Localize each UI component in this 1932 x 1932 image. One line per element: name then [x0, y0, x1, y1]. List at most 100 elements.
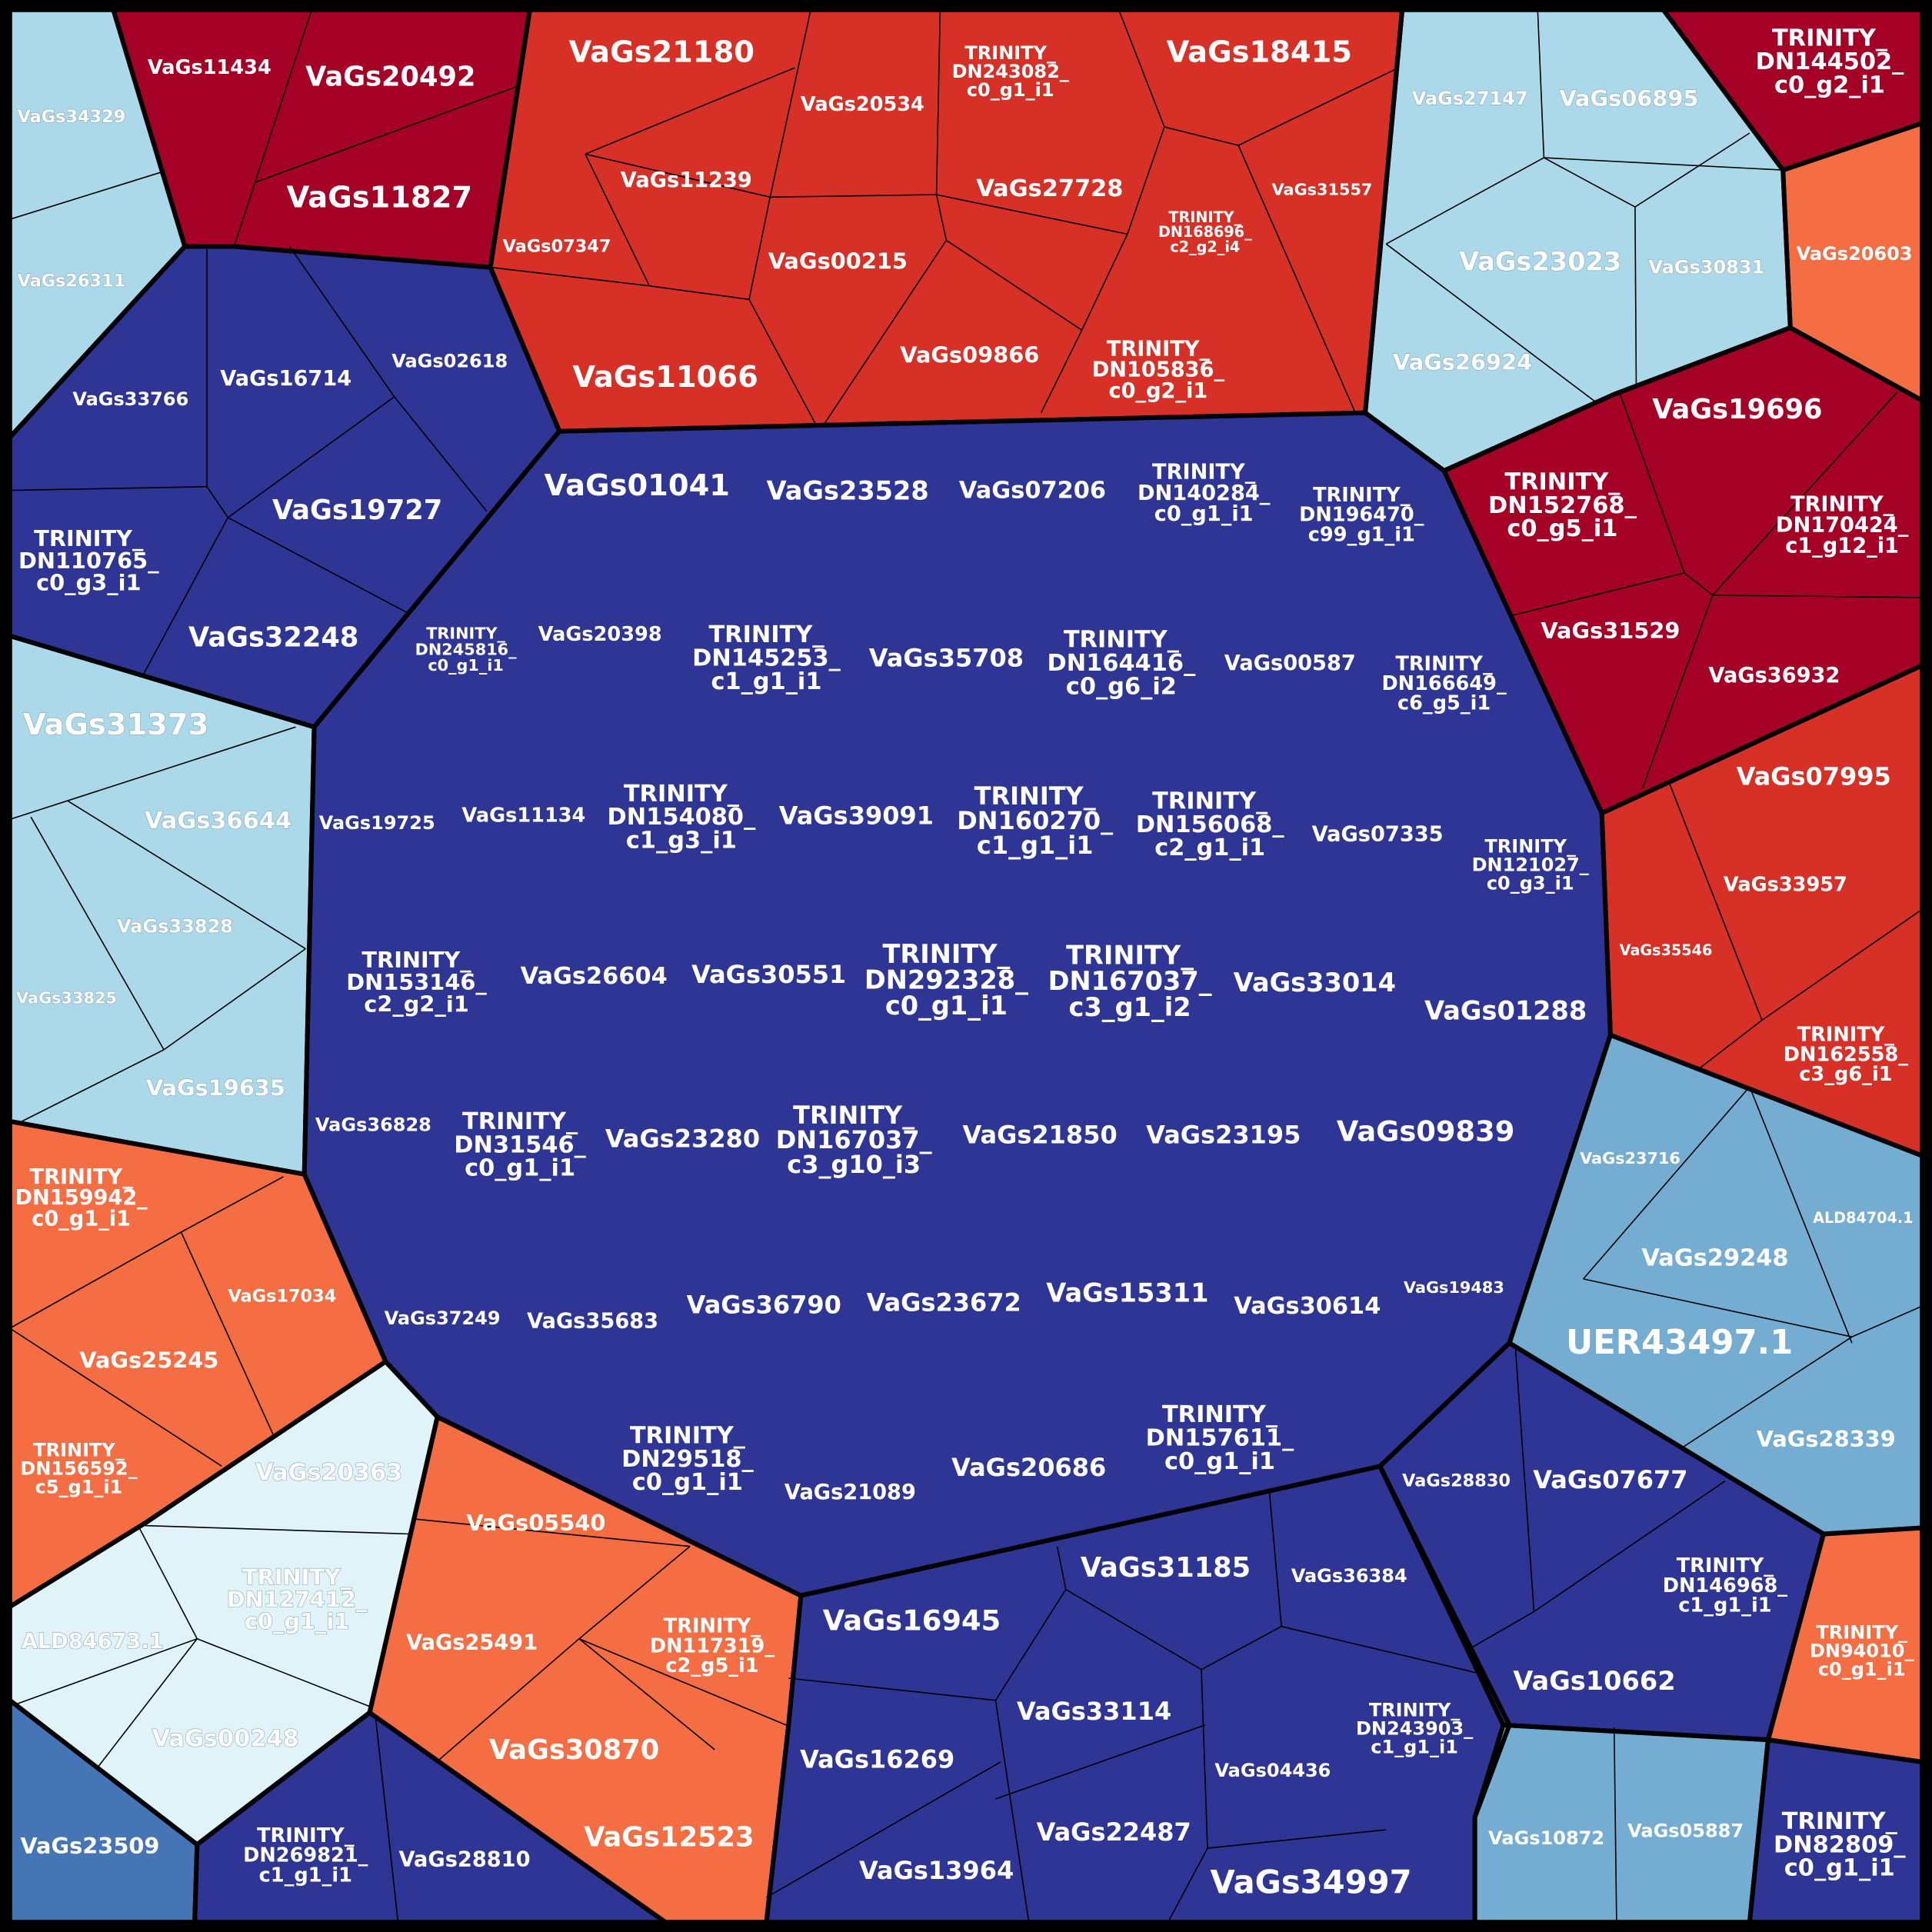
cell-divider: [649, 285, 750, 301]
cell-label: TRINITY_ DN121027_ c0_g3_i1: [1472, 836, 1589, 894]
cell-label: VaGs23528: [767, 475, 929, 505]
cell-label: TRINITY_ DN29518_ c0_g1_i1: [621, 1422, 754, 1496]
cell-divider: [945, 239, 1083, 331]
cell-label: VaGs05887: [1627, 1820, 1744, 1842]
group-region-g20: [1749, 1740, 1923, 1923]
cell-label: VaGs20603: [1797, 243, 1913, 265]
cell-divider: [416, 1518, 691, 1547]
cell-divider: [9, 726, 296, 821]
cell-divider: [180, 1231, 275, 1436]
cell-label: VaGs32248: [188, 621, 358, 653]
cell-divider: [769, 9, 811, 198]
cell-label: VaGs11066: [572, 360, 758, 395]
cell-divider: [1537, 9, 1545, 158]
cell-divider: [163, 948, 306, 1051]
cell-label: VaGs12523: [584, 1821, 754, 1853]
group-border-g19: [1472, 1722, 1770, 1925]
cell-label: ALD84704.1: [1813, 1208, 1913, 1226]
group-region-g2: [113, 9, 530, 268]
cell-divider: [585, 153, 651, 287]
cell-divider: [394, 396, 488, 512]
cell-label: VaGs35708: [869, 644, 1024, 673]
cell-divider: [578, 1638, 715, 1750]
cell-label: VaGs01288: [1424, 995, 1587, 1025]
cell-label: VaGs02618: [391, 350, 508, 371]
cell-label: TRINITY_ DN160270_ c1_g1_i1: [957, 781, 1113, 860]
cell-label: TRINITY_ DN94010_ c0_g1_i1: [1810, 1622, 1914, 1681]
group-border-g20: [1747, 1737, 1925, 1925]
cell-label: VaGs33825: [16, 989, 117, 1008]
cell-divider: [227, 396, 395, 518]
cell-label: TRINITY_ DN152768_ c0_g5_i1: [1488, 468, 1637, 542]
cell-divider: [1613, 1727, 1617, 1923]
treemap-labels: VaGs34329 VaGs26311 VaGs11434 VaGs20492 VaGs…: [15, 25, 1914, 1900]
cell-label: VaGs33766: [72, 388, 188, 410]
cell-label: VaGs09866: [900, 341, 1039, 368]
cell-label: TRINITY_ DN140284_ c0_g1_i1: [1138, 460, 1271, 525]
cell-divider: [1641, 595, 1714, 789]
group-region-g11: [1601, 665, 1923, 1156]
cell-divider: [936, 194, 1128, 235]
cell-divider: [1056, 1546, 1067, 1590]
cell-label: VaGs04436: [1214, 1760, 1331, 1781]
cell-label: VaGs31529: [1541, 618, 1680, 644]
cell-label: VaGs16269: [800, 1745, 954, 1774]
cell-divider: [1509, 572, 1685, 617]
cell-divider: [935, 194, 948, 241]
cell-divider: [748, 197, 771, 300]
cell-label: UER43497.1: [1566, 1324, 1793, 1362]
cell-divider: [578, 1637, 787, 1726]
cell-divider: [1697, 1019, 1763, 1071]
cell-label: VaGs21850: [962, 1121, 1117, 1150]
cell-label: TRINITY_ DN156592_ c5_g1_i1: [20, 1440, 137, 1498]
cell-divider: [1268, 1488, 1282, 1627]
cell-label: VaGs09839: [1337, 1114, 1514, 1148]
group-region-g19: [1474, 1724, 1768, 1923]
cell-label: TRINITY_ DN245816_ c0_g1_i1: [415, 625, 517, 675]
cell-label: VaGs30614: [1234, 1293, 1381, 1320]
cell-label: VaGs28810: [399, 1847, 531, 1871]
cell-label: VaGs33828: [117, 916, 233, 938]
cell-divider: [1065, 1588, 1202, 1671]
cell-label: VaGs21180: [569, 35, 754, 69]
group-region-g5: [1663, 9, 1923, 171]
cell-divider: [935, 9, 941, 195]
cell-label: VaGs31557: [1272, 181, 1373, 199]
cell-divider: [818, 239, 948, 432]
cell-divider: [766, 1761, 1001, 1898]
cell-label: VaGs19483: [1404, 1278, 1504, 1297]
cell-divider: [1164, 126, 1239, 146]
cell-divider: [1040, 329, 1083, 414]
cell-label: VaGs30870: [489, 1734, 659, 1765]
cell-label: VaGs33957: [1724, 873, 1847, 896]
cell-divider: [995, 1724, 1206, 1800]
group-region-g18: [1767, 1527, 1923, 1762]
cell-divider: [1761, 908, 1923, 1021]
cell-divider: [1583, 1278, 1853, 1337]
cell-label: VaGs23280: [605, 1124, 760, 1153]
cell-divider: [1281, 1625, 1479, 1674]
cell-label: VaGs07347: [503, 236, 611, 256]
cell-divider: [181, 1176, 284, 1233]
cell-label: VaGs26604: [521, 962, 668, 989]
cell-label: VaGs20398: [538, 623, 662, 646]
cell-label: VaGs13964: [859, 1856, 1014, 1885]
cell-divider: [1207, 1829, 1387, 1849]
cell-divider: [9, 1049, 165, 1128]
group-region-g4: [1365, 9, 1790, 471]
cell-label: TRINITY_ DN31546_ c0_g1_i1: [454, 1108, 586, 1181]
cell-label: VaGs20534: [801, 93, 924, 116]
cell-label: VaGs28830: [1402, 1471, 1511, 1491]
cell-divider: [9, 1637, 198, 1707]
cell-label: TRINITY_ DN162558_ c3_g6_i1: [1784, 1024, 1909, 1086]
cell-divider: [1544, 157, 1784, 171]
cell-label: VaGs35546: [1620, 941, 1713, 959]
cell-divider: [1127, 126, 1165, 235]
cell-label: TRINITY_ DN292328_ c0_g1_i1: [864, 939, 1028, 1021]
cell-divider: [1469, 1611, 1534, 1650]
cell-label: TRINITY_ DN157611_ c0_g1_i1: [1146, 1401, 1295, 1475]
cell-label: VaGs36384: [1291, 1565, 1407, 1587]
cell-label: VaGs10872: [1488, 1827, 1604, 1849]
group-region-g12: [9, 1121, 386, 1607]
cell-label: TRINITY_ DN144502_ c0_g2_i1: [1756, 25, 1905, 98]
